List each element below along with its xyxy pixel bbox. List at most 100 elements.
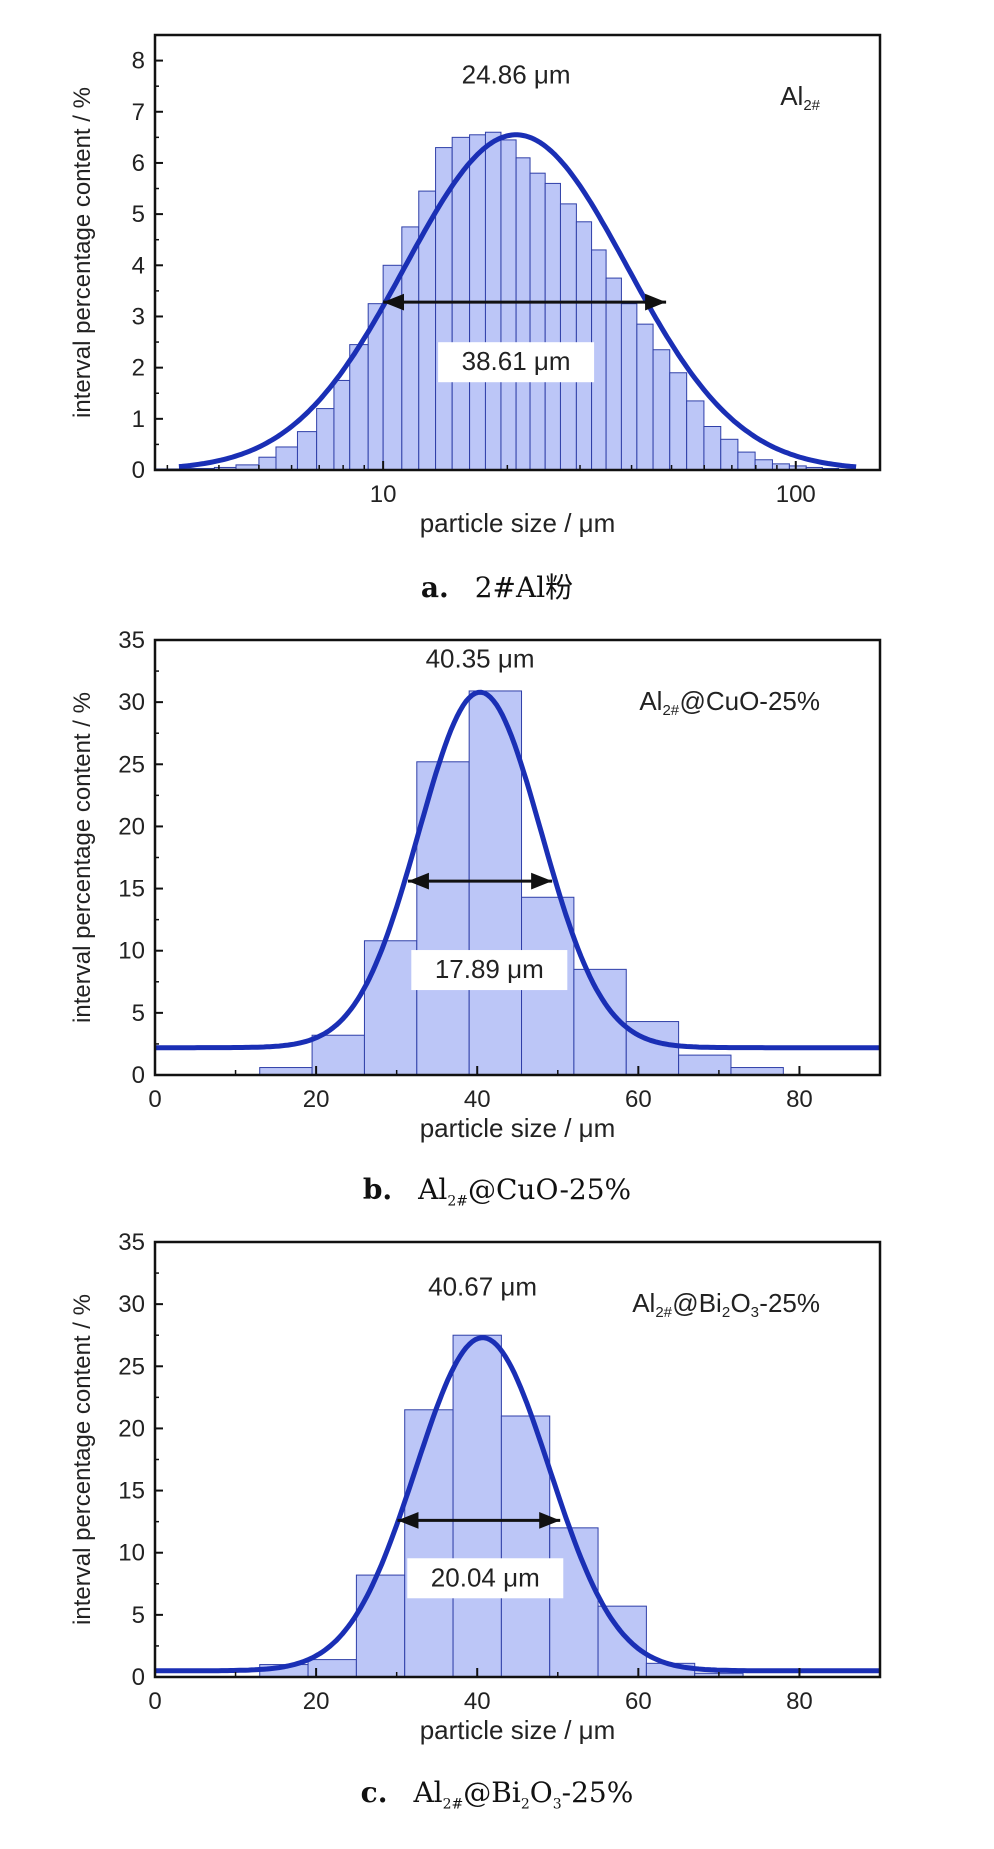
caption-b-letter: b. [362, 1173, 393, 1206]
x-tick-label: 40 [464, 1086, 491, 1113]
y-tick-label: 4 [132, 252, 145, 279]
histogram-bar [404, 1409, 454, 1678]
chart-b: 40.35 μm 17.89 μm Al2# @CuO-25% 0 5 10 15 20 25 3… [69, 627, 882, 1143]
y-tick-label: 35 [118, 1229, 145, 1256]
y-tick-label: 5 [132, 1602, 145, 1629]
caption-c-text-sub2: 2 [520, 1796, 530, 1813]
y-tick-label: 20 [118, 1415, 145, 1442]
sample-label: Al2# @CuO-25% [639, 686, 820, 719]
y-tick-label: 5 [132, 201, 145, 228]
histogram-bar [258, 456, 277, 471]
fit-curve [155, 689, 880, 1051]
plot-frame [153, 33, 882, 472]
y-tick-label: 25 [118, 751, 145, 778]
y-tick-label: 6 [132, 150, 145, 177]
histogram-bar [296, 431, 318, 471]
caption-a-text: 2#Al粉 [474, 571, 574, 604]
histogram-bar [652, 349, 671, 471]
caption-b-text-post: @CuO-25% [468, 1173, 632, 1206]
caption-c-letter: c. [360, 1776, 388, 1809]
y-tick-label: 20 [118, 813, 145, 840]
histogram-bar [355, 1574, 406, 1678]
histogram-bar [669, 372, 688, 471]
y-tick-label: 0 [132, 1062, 145, 1089]
caption-b: b. Al2#@CuO-25% [0, 1173, 994, 1210]
caption-b-text-sub: 2# [447, 1193, 468, 1210]
y-axis-label: interval percentage content / % [69, 692, 96, 1023]
y-tick-label: 15 [118, 876, 145, 903]
histogram-bar [549, 1527, 599, 1678]
histogram-bar [703, 426, 722, 471]
y-tick-label: 2 [132, 355, 145, 382]
y-tick-label: 35 [118, 627, 145, 654]
histogram-bar [452, 1334, 502, 1678]
fit-curve [155, 1335, 880, 1674]
histogram-bars [259, 690, 784, 1076]
x-tick-label: 40 [464, 1688, 491, 1715]
width-label: 38.61 μm [462, 346, 571, 376]
y-tick-label: 0 [132, 457, 145, 484]
y-tick-label: 30 [118, 1291, 145, 1318]
width-label: 17.89 μm [435, 954, 544, 984]
x-axis-label: particle size / μm [420, 508, 616, 538]
histogram-bar [500, 139, 517, 471]
chart-panel-a: 24.86 μm 38.61 μm Al2# 0 1 2 3 4 5 6 7 8 10 100 parti… [0, 0, 994, 560]
histogram-bar [737, 451, 756, 471]
caption-c-text-mid2: O [529, 1776, 553, 1809]
histogram-bar [620, 303, 638, 471]
y-axis-label: interval percentage content / % [69, 1294, 96, 1625]
x-tick-label: 60 [625, 1688, 652, 1715]
histogram-bar [625, 1021, 680, 1076]
histogram-bar [311, 1034, 365, 1076]
peak-label: 40.67 μm [428, 1271, 537, 1301]
sample-label: Al2# [780, 81, 820, 114]
histogram-bar [451, 136, 471, 471]
x-tick-label: 0 [148, 1688, 161, 1715]
y-tick-label: 1 [132, 406, 145, 433]
caption-c-text-sub3: 3 [552, 1796, 562, 1813]
caption-c-text-mid: @Bi [463, 1776, 521, 1809]
x-axis-label: particle size / μm [420, 1715, 616, 1745]
chart-a: 24.86 μm 38.61 μm Al2# 0 1 2 3 4 5 6 7 8 10 100 parti… [69, 33, 882, 538]
y-tick-label: 0 [132, 1664, 145, 1691]
histogram-bar [544, 182, 561, 471]
histogram-bar [333, 379, 351, 471]
width-label: 20.04 μm [431, 1562, 540, 1592]
x-tick-label: 20 [303, 1688, 330, 1715]
caption-c-text-sub: 2# [442, 1796, 464, 1813]
histogram-bar [597, 1605, 647, 1678]
fit-curve [178, 132, 857, 470]
chart-panel-b: 40.35 μm 17.89 μm Al2# @CuO-25% 0 5 10 15 20 25 3… [0, 620, 994, 1180]
y-tick-label: 25 [118, 1353, 145, 1380]
y-tick-label: 10 [118, 1540, 145, 1567]
histogram-bar [754, 459, 773, 471]
width-label-box [411, 950, 568, 991]
caption-c-text-pre: Al [413, 1776, 443, 1809]
x-tick-label: 80 [786, 1086, 813, 1113]
x-tick-label: 10 [370, 481, 397, 508]
x-tick-label: 60 [625, 1086, 652, 1113]
sample-label: Al2# @Bi2 O3 -25% [632, 1288, 820, 1321]
histogram-bar [382, 264, 403, 471]
histogram-bar [349, 344, 369, 471]
histogram-bars [259, 1334, 744, 1678]
histogram-bar [500, 1415, 551, 1678]
chart-c: 40.67 μm 20.04 μm Al2# @Bi2 O3 -25% 0 5 10 15 2… [69, 1229, 882, 1745]
histogram-bar [678, 1054, 732, 1076]
y-tick-label: 8 [132, 48, 145, 75]
y-tick-label: 10 [118, 938, 145, 965]
y-tick-label: 15 [118, 1478, 145, 1505]
x-tick-label: 80 [786, 1688, 813, 1715]
peak-label: 40.35 μm [426, 643, 535, 673]
y-tick-label: 3 [132, 303, 145, 330]
histogram-bar [636, 323, 654, 471]
histogram-bar [316, 408, 335, 471]
x-tick-label: 20 [303, 1086, 330, 1113]
histogram-bar [720, 438, 739, 471]
peak-label: 24.86 μm [462, 60, 571, 90]
x-tick-label: 0 [148, 1086, 161, 1113]
caption-a-letter: a. [420, 571, 449, 604]
y-tick-label: 5 [132, 1000, 145, 1027]
x-axis-label: particle size / μm [420, 1113, 616, 1143]
histogram-bar [686, 400, 705, 471]
